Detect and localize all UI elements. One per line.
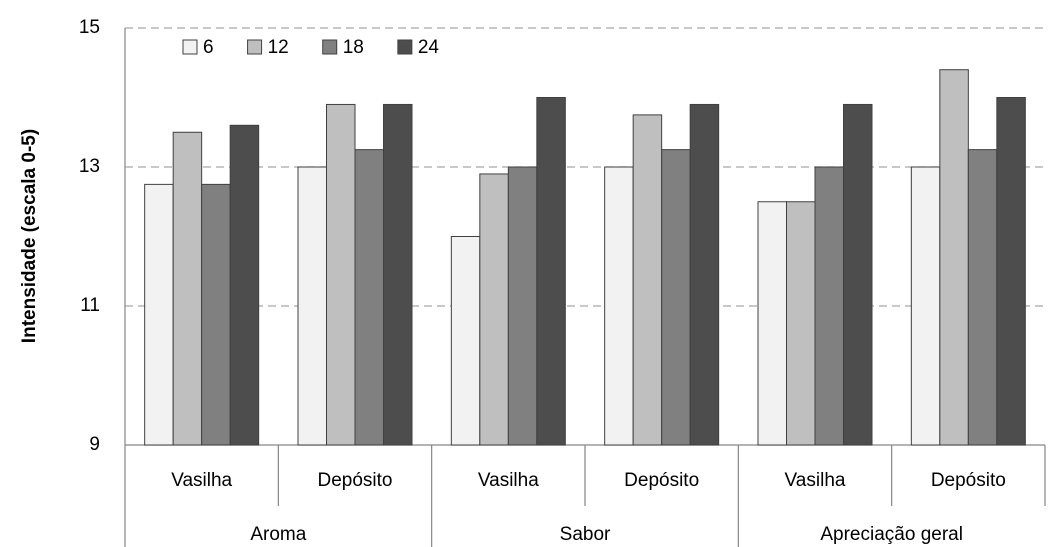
bar xyxy=(450,236,481,446)
bar xyxy=(479,173,509,446)
group-label: Aroma xyxy=(250,524,306,545)
y-tick-label: 9 xyxy=(89,434,100,455)
bar xyxy=(786,201,816,446)
legend-label: 24 xyxy=(418,37,440,58)
bar xyxy=(910,166,941,446)
legend-label: 12 xyxy=(268,37,289,58)
legend-swatch xyxy=(182,39,198,55)
bar xyxy=(604,166,634,446)
bar xyxy=(661,149,691,446)
bar xyxy=(297,166,327,446)
bar xyxy=(843,103,873,446)
y-tick-label: 13 xyxy=(79,156,100,177)
group-label: Sabor xyxy=(560,524,611,545)
legend-swatch xyxy=(247,39,263,55)
bar xyxy=(172,131,203,446)
x-tick-label: Depósito xyxy=(318,470,393,491)
bar xyxy=(814,166,844,446)
legend-swatch xyxy=(397,39,413,55)
x-tick-label: Vasilha xyxy=(785,470,846,491)
bar xyxy=(996,97,1026,446)
bar xyxy=(383,103,413,446)
bar xyxy=(144,183,174,446)
bar xyxy=(229,124,260,446)
x-tick-label: Depósito xyxy=(931,470,1006,491)
y-axis-label: Intensidade (escala 0-5) xyxy=(19,129,40,343)
bar xyxy=(536,97,566,446)
x-tick-label: Vasilha xyxy=(171,470,232,491)
legend-label: 6 xyxy=(203,37,214,58)
legend-label: 18 xyxy=(343,37,364,58)
bar xyxy=(967,149,998,446)
bar xyxy=(632,114,663,446)
x-tick-label: Depósito xyxy=(624,470,699,491)
group-label: Apreciação geral xyxy=(820,524,963,545)
bar xyxy=(689,103,720,446)
legend-swatch xyxy=(322,39,338,55)
bar xyxy=(201,183,231,446)
y-tick-label: 11 xyxy=(80,295,100,316)
y-tick-label: 15 xyxy=(79,17,100,38)
bar xyxy=(757,201,787,446)
bar xyxy=(507,166,538,446)
bar xyxy=(939,69,969,446)
bar xyxy=(354,149,384,446)
bar xyxy=(326,103,356,446)
x-tick-label: Vasilha xyxy=(478,470,539,491)
